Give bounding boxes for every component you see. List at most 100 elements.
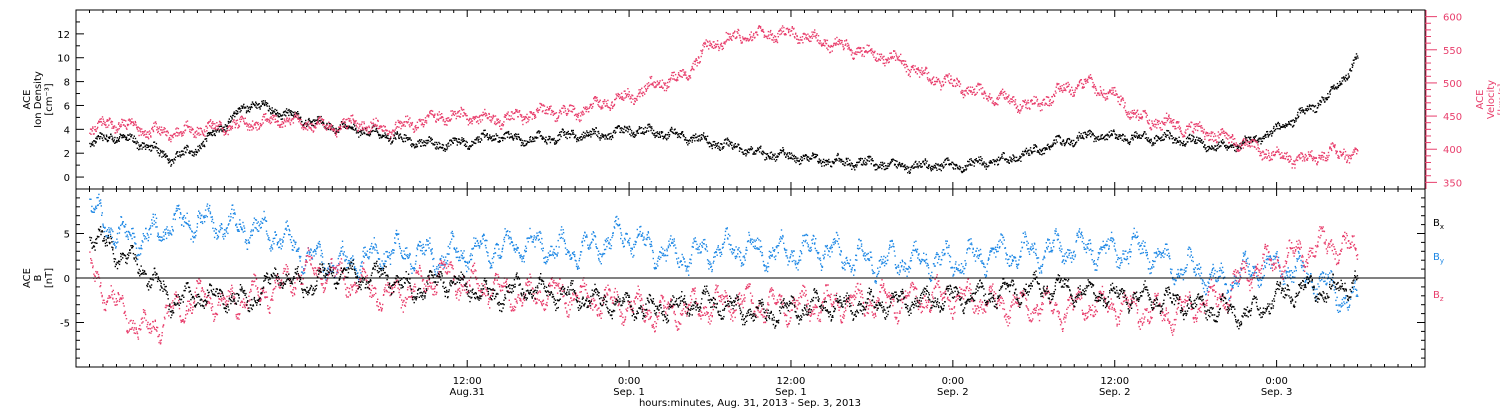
data-point: [1041, 154, 1043, 156]
data-point: [723, 142, 725, 144]
data-point: [702, 44, 704, 46]
data-point: [872, 54, 874, 56]
data-point: [201, 130, 203, 132]
data-point: [1299, 107, 1301, 109]
data-point: [988, 96, 991, 99]
data-point: [646, 130, 648, 132]
data-point: [93, 133, 95, 135]
data-point: [1130, 117, 1132, 119]
data-point: [1312, 104, 1314, 106]
data-point: [116, 139, 118, 142]
data-point: [514, 133, 517, 135]
data-point: [128, 134, 130, 136]
data-point: [995, 102, 998, 105]
data-point: [959, 83, 962, 85]
data-point: [1124, 109, 1127, 112]
data-point: [962, 96, 965, 99]
data-point: [478, 116, 480, 119]
data-point: [933, 167, 935, 169]
data-point: [1097, 135, 1100, 138]
data-point: [823, 161, 826, 164]
data-point: [504, 114, 506, 116]
data-point: [524, 144, 526, 147]
data-point: [117, 140, 119, 142]
data-point: [156, 147, 159, 149]
data-point: [1345, 74, 1347, 77]
data-point: [697, 140, 699, 142]
data-point: [289, 110, 291, 112]
data-point: [282, 111, 285, 113]
data-point: [378, 134, 380, 137]
data-point: [1135, 131, 1137, 133]
data-point: [133, 141, 135, 143]
data-point: [1266, 134, 1268, 136]
data-point: [303, 123, 305, 126]
data-point: [647, 87, 649, 89]
data-point: [762, 30, 764, 33]
data-point: [180, 133, 183, 135]
data-point: [846, 164, 849, 166]
data-point: [156, 126, 158, 128]
data-point: [178, 132, 180, 134]
data-point: [1074, 143, 1077, 145]
data-point: [222, 128, 224, 130]
data-point: [904, 60, 907, 62]
data-point: [1001, 92, 1003, 94]
data-point: [959, 167, 962, 169]
data-point: [276, 121, 278, 123]
data-point: [275, 113, 277, 116]
data-point: [808, 35, 810, 37]
data-point: [952, 85, 955, 87]
data-point: [1152, 141, 1154, 144]
data-point: [788, 157, 790, 159]
data-point: [299, 122, 302, 124]
data-point: [754, 36, 756, 39]
data-point: [1087, 81, 1089, 83]
data-point: [1209, 132, 1211, 135]
data-point: [257, 124, 259, 126]
data-point: [784, 33, 786, 35]
data-point: [934, 166, 936, 169]
data-point: [682, 69, 685, 71]
data-point: [1128, 116, 1130, 119]
data-point: [105, 126, 107, 129]
data-point: [826, 160, 829, 162]
data-point: [1192, 135, 1194, 137]
data-point: [1044, 149, 1046, 151]
data-point: [535, 136, 538, 138]
data-point: [535, 109, 538, 111]
data-point: [1227, 147, 1230, 149]
data-point: [690, 69, 692, 72]
data-point: [563, 134, 565, 136]
data-point: [323, 122, 325, 125]
data-point: [672, 75, 675, 77]
data-point: [1343, 78, 1345, 81]
data-point: [1059, 137, 1062, 139]
data-point: [359, 134, 362, 137]
data-point: [170, 140, 172, 143]
data-point: [856, 161, 858, 164]
data-point: [157, 128, 159, 130]
data-point: [750, 35, 752, 38]
data-point: [1002, 94, 1004, 96]
data-point: [1275, 125, 1278, 127]
data-point: [688, 78, 690, 80]
data-point: [463, 111, 465, 114]
data-point: [642, 131, 644, 133]
data-point: [350, 127, 352, 129]
data-point: [683, 71, 685, 73]
data-point: [411, 145, 413, 148]
data-point: [719, 143, 722, 145]
data-point: [746, 150, 749, 153]
data-point: [1197, 125, 1200, 127]
data-point: [865, 164, 867, 166]
data-point: [483, 113, 486, 115]
data-point: [1116, 138, 1119, 140]
data-point: [1206, 135, 1208, 137]
data-point: [877, 165, 879, 167]
data-point: [855, 164, 857, 166]
data-point: [544, 112, 546, 114]
data-point: [948, 159, 950, 161]
data-point: [353, 123, 355, 125]
data-point: [998, 94, 1000, 97]
